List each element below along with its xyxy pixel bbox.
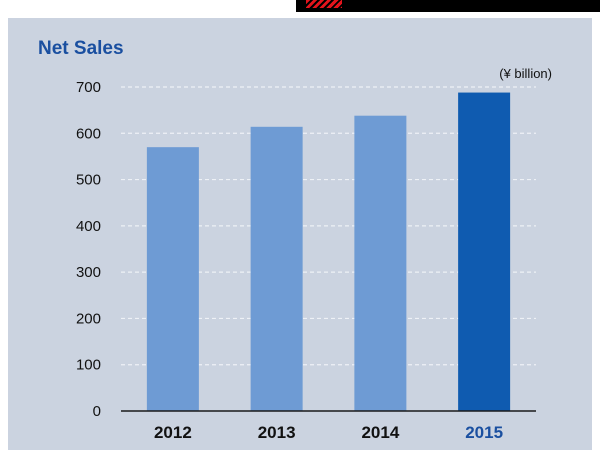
banner-stripe-graphic bbox=[306, 0, 342, 8]
bar-2013 bbox=[250, 126, 303, 411]
bar-chart: 0 100 200 300 400 500 600 700 2012 2013 2014 2015 bbox=[76, 79, 536, 442]
top-banner bbox=[296, 0, 600, 12]
y-tick-label: 500 bbox=[76, 172, 101, 189]
bars bbox=[146, 92, 511, 411]
y-tick-label: 700 bbox=[76, 79, 101, 96]
x-tick-label: 2014 bbox=[361, 423, 399, 442]
bar-2014 bbox=[354, 115, 407, 411]
bar-2015 bbox=[458, 92, 511, 411]
chart-title: Net Sales bbox=[38, 38, 124, 59]
unit-label: (¥ billion) bbox=[499, 66, 552, 81]
y-tick-label: 100 bbox=[76, 357, 101, 374]
y-tick-label: 300 bbox=[76, 264, 101, 281]
y-tick-label: 0 bbox=[93, 403, 101, 420]
x-tick-label: 2015 bbox=[465, 423, 503, 442]
bar-2012 bbox=[146, 147, 199, 411]
x-tick-label: 2012 bbox=[154, 423, 192, 442]
y-tick-label: 400 bbox=[76, 218, 101, 235]
x-tick-label: 2013 bbox=[258, 423, 296, 442]
y-tick-label: 200 bbox=[76, 310, 101, 327]
y-tick-label: 600 bbox=[76, 125, 101, 142]
axis-labels: 0 100 200 300 400 500 600 700 2012 2013 2014 2015 bbox=[76, 79, 503, 442]
chart-panel: Net Sales (¥ billion) 0 100 200 300 400 500 60… bbox=[8, 18, 592, 450]
